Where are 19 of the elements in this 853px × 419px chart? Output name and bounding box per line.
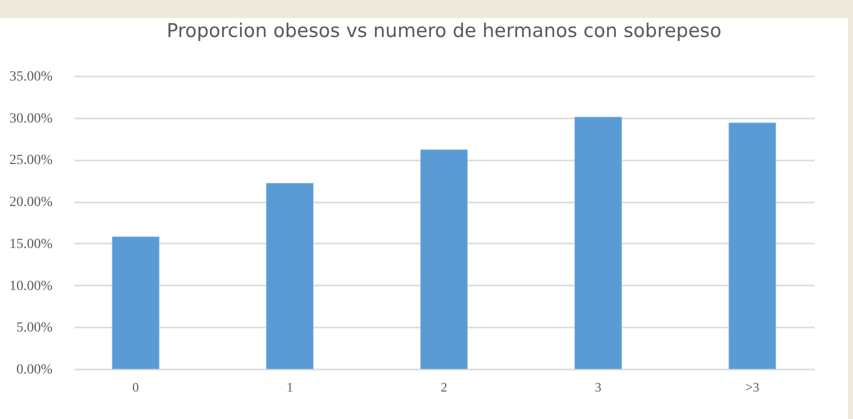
x-tick-label: 1: [286, 380, 294, 394]
bar: [728, 122, 776, 370]
y-tick-label: 25.00%: [9, 153, 53, 168]
y-tick-label: 30.00%: [9, 111, 53, 126]
x-tick-label: 0: [132, 380, 139, 394]
y-tick-label: 15.00%: [9, 236, 53, 252]
x-tick-label: 2: [440, 380, 448, 394]
y-tick-label: 10.00%: [9, 278, 53, 294]
x-tick-label: 3: [594, 380, 602, 394]
y-tick-label: 35.00%: [9, 70, 53, 84]
bar: [266, 182, 314, 370]
bar: [112, 236, 160, 370]
bar: [574, 116, 622, 370]
bar: [420, 149, 468, 370]
y-tick-label: 0.00%: [16, 362, 53, 378]
y-tick-label: 20.00%: [9, 195, 53, 210]
y-tick-label: 5.00%: [16, 320, 53, 336]
chart-title: Proporcion obesos vs numero de hermanos con sobrepeso: [166, 20, 722, 42]
x-tick-label: >3: [745, 380, 760, 394]
